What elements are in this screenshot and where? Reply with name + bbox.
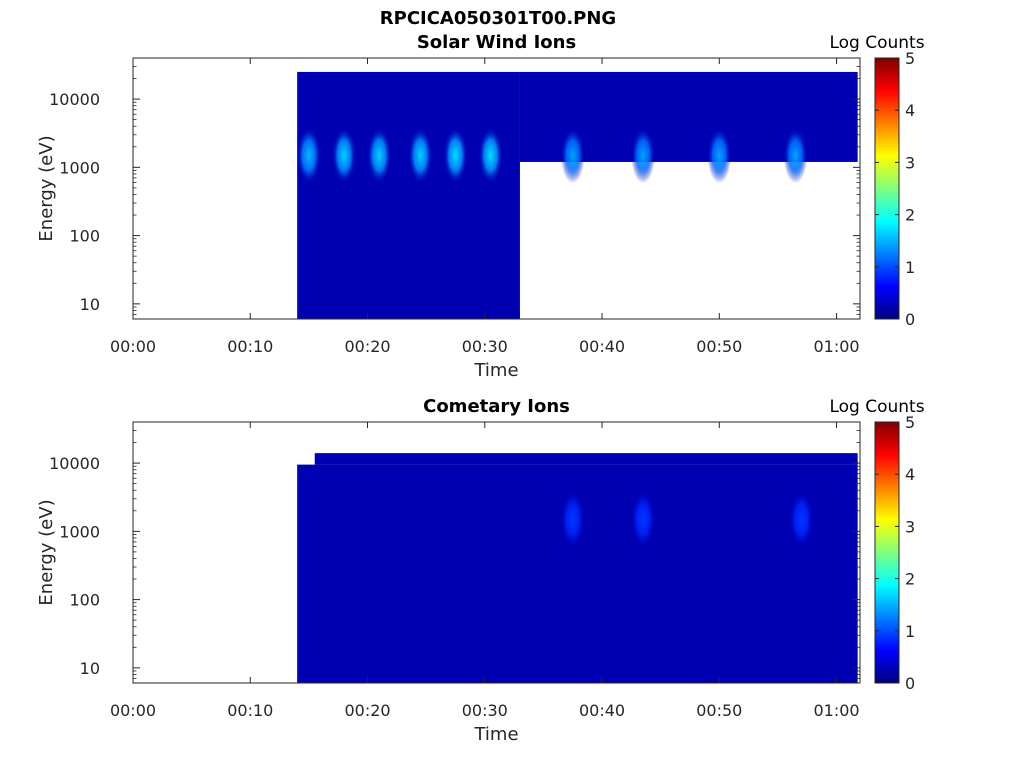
intensity-peak (443, 127, 468, 184)
intensity-peak (408, 127, 433, 184)
x-tick-label: 00:00 (110, 701, 156, 720)
y-tick-label: 100 (69, 591, 100, 610)
intensity-peak (332, 127, 357, 184)
y-tick-label: 100 (69, 227, 100, 246)
coverage-region (297, 71, 520, 319)
axes-box (132, 57, 861, 320)
intensity-peak (783, 127, 808, 184)
solar-wind-ions-panel: 00:00 00:10 00:20 00:30 00:40 00:50 01:0010100… (36, 32, 925, 381)
x-axis-label: Time (473, 360, 518, 381)
coverage-region (314, 453, 858, 465)
colorbar-tick-label: 5 (905, 413, 915, 432)
spectrogram-data (297, 453, 858, 683)
colorbar-tick-label: 0 (905, 310, 915, 329)
colorbar (874, 421, 900, 684)
y-tick-label: 1000 (59, 522, 100, 541)
colorbar-tick-label: 3 (905, 153, 915, 172)
intensity-peak (560, 491, 585, 548)
y-tick-label: 10 (80, 659, 100, 678)
figure-title: RPCICA050301T00.PNG (380, 8, 616, 29)
x-tick-label: 00:20 (344, 701, 390, 720)
x-tick-label: 00:50 (696, 337, 742, 356)
intensity-peak (560, 127, 585, 184)
y-tick-label: 10 (80, 295, 100, 314)
x-tick-label: 00:40 (579, 337, 625, 356)
colorbar-tick-label: 2 (905, 570, 915, 589)
y-tick-label: 10000 (49, 90, 100, 109)
x-tick-label: 00:30 (462, 701, 508, 720)
colorbar-label: Log Counts (829, 33, 924, 53)
x-tick-label: 00:10 (227, 701, 273, 720)
y-tick-label: 1000 (59, 158, 100, 177)
x-axis-label: Time (473, 724, 518, 745)
spectrogram-data (296, 71, 858, 319)
colorbar-tick-label: 3 (905, 517, 915, 536)
intensity-peak (707, 127, 732, 184)
colorbar-tick-label: 1 (905, 258, 915, 277)
intensity-peak (296, 127, 321, 184)
intensity-peak (789, 491, 814, 548)
y-axis-label: Energy (eV) (36, 135, 57, 241)
colorbar-tick-label: 5 (905, 49, 915, 68)
colorbar-tick-label: 4 (905, 101, 915, 120)
colorbar-label: Log Counts (829, 397, 924, 417)
intensity-peak (631, 127, 656, 184)
y-tick-label: 10000 (49, 454, 100, 473)
x-tick-label: 01:00 (813, 701, 859, 720)
colorbar-tick-label: 1 (905, 622, 915, 641)
x-tick-label: 01:00 (813, 337, 859, 356)
x-tick-label: 00:40 (579, 701, 625, 720)
colorbar (874, 57, 900, 320)
x-tick-label: 00:50 (696, 701, 742, 720)
x-tick-label: 00:30 (462, 337, 508, 356)
x-tick-label: 00:20 (344, 337, 390, 356)
axes-box (132, 421, 861, 684)
intensity-peak (631, 491, 656, 548)
intensity-peak (367, 127, 392, 184)
cometary-ions-panel: 00:00 00:10 00:20 00:30 00:40 00:50 01:0010100… (36, 396, 925, 745)
colorbar-tick-label: 4 (905, 465, 915, 484)
panel-title: Cometary Ions (423, 396, 570, 417)
x-tick-label: 00:00 (110, 337, 156, 356)
panel-title: Solar Wind Ions (417, 32, 576, 53)
colorbar-tick-label: 2 (905, 206, 915, 225)
colorbar-tick-label: 0 (905, 674, 915, 693)
x-tick-label: 00:10 (227, 337, 273, 356)
y-axis-label: Energy (eV) (36, 499, 57, 605)
intensity-peak (478, 127, 503, 184)
